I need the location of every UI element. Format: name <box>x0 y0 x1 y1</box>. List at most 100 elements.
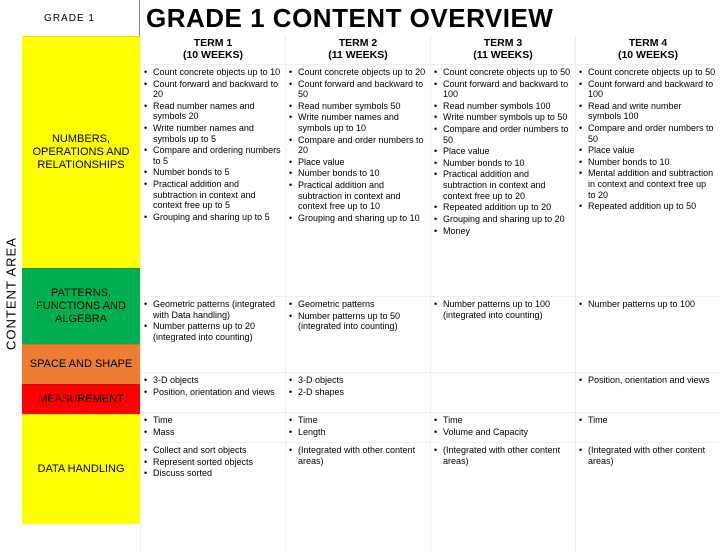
list-item: Practical addition and subtraction in co… <box>433 169 571 201</box>
content-cell: Geometric patternsNumber patterns up to … <box>285 296 430 372</box>
content-cell: Count concrete objects up to 20Count for… <box>285 64 430 296</box>
content-cell: (Integrated with other content areas) <box>285 442 430 552</box>
list-item: Geometric patterns <box>288 299 426 310</box>
list-item: Read number symbols 100 <box>433 101 571 112</box>
list-item: Time <box>288 415 426 426</box>
list-item: (Integrated with other content areas) <box>578 445 716 466</box>
content-cell: (Integrated with other content areas) <box>575 442 720 552</box>
content-area-label: CONTENT AREA <box>0 36 22 552</box>
list-item: Collect and sort objects <box>143 445 281 456</box>
list-item: Place value <box>433 146 571 157</box>
content-cell: 3-D objectsPosition, orientation and vie… <box>140 372 285 412</box>
bullet-list: TimeVolume and Capacity <box>433 415 571 437</box>
bullet-list: Count concrete objects up to 20Count for… <box>288 67 426 224</box>
list-item: Count concrete objects up to 20 <box>288 67 426 78</box>
list-item: Read and write number symbols 100 <box>578 101 716 122</box>
bullet-list: Count concrete objects up to 50Count for… <box>433 67 571 236</box>
list-item: Compare and order numbers to 50 <box>433 124 571 145</box>
list-item: Count concrete objects up to 50 <box>433 67 571 78</box>
bullet-list: Time <box>578 415 716 426</box>
terms-grid: TERM 1(10 WEEKS)TERM 2(11 WEEKS)TERM 3(1… <box>140 36 720 552</box>
list-item: Number bonds to 10 <box>433 158 571 169</box>
content-cell: (Integrated with other content areas) <box>430 442 575 552</box>
term-name: TERM 2 <box>286 37 430 49</box>
list-item: Mass <box>143 427 281 438</box>
page: GRADE 1 GRADE 1 CONTENT OVERVIEW CONTENT… <box>0 0 720 540</box>
list-item: Compare and order numbers to 20 <box>288 135 426 156</box>
list-item: Read number names and symbols 20 <box>143 101 281 122</box>
row-label: NUMBERS, OPERATIONS AND RELATIONSHIPS <box>22 36 140 268</box>
bullet-list: Number patterns up to 100 <box>578 299 716 310</box>
bullet-list: (Integrated with other content areas) <box>433 445 571 466</box>
list-item: Place value <box>578 145 716 156</box>
content-cell: 3-D objects2-D shapes <box>285 372 430 412</box>
bullet-list: 3-D objects2-D shapes <box>288 375 426 397</box>
row-label: SPACE AND SHAPE <box>22 344 140 384</box>
grade-label: GRADE 1 <box>0 0 140 36</box>
list-item: Number patterns up to 50 (integrated int… <box>288 311 426 332</box>
list-item: Count concrete objects up to 50 <box>578 67 716 78</box>
bullet-list: 3-D objectsPosition, orientation and vie… <box>143 375 281 397</box>
list-item: Count forward and backward to 50 <box>288 79 426 100</box>
list-item: Count forward and backward to 100 <box>578 79 716 100</box>
bullet-list: (Integrated with other content areas) <box>288 445 426 466</box>
content-cell: TimeLength <box>285 412 430 442</box>
term-header: TERM 4(10 WEEKS) <box>575 36 720 64</box>
bullet-list: (Integrated with other content areas) <box>578 445 716 466</box>
list-item: (Integrated with other content areas) <box>433 445 571 466</box>
bullet-list: TimeMass <box>143 415 281 437</box>
list-item: Discuss sorted <box>143 468 281 479</box>
list-item: Practical addition and subtraction in co… <box>143 179 281 211</box>
list-item: Read number symbols 50 <box>288 101 426 112</box>
list-item: 3-D objects <box>143 375 281 386</box>
bullet-list: Geometric patternsNumber patterns up to … <box>288 299 426 332</box>
bullet-list: Geometric patterns (integrated with Data… <box>143 299 281 342</box>
term-weeks: (10 WEEKS) <box>576 49 720 61</box>
content-cell: Position, orientation and views <box>575 372 720 412</box>
list-item: Number bonds to 5 <box>143 167 281 178</box>
list-item: Geometric patterns (integrated with Data… <box>143 299 281 320</box>
list-item: Position, orientation and views <box>143 387 281 398</box>
list-item: Length <box>288 427 426 438</box>
term-weeks: (11 WEEKS) <box>286 49 430 61</box>
list-item: Count forward and backward to 100 <box>433 79 571 100</box>
term-name: TERM 1 <box>141 37 285 49</box>
list-item: Number bonds to 10 <box>578 157 716 168</box>
bullet-list: Count concrete objects up to 10Count for… <box>143 67 281 223</box>
content-cell: Count concrete objects up to 50Count for… <box>430 64 575 296</box>
row-labels: NUMBERS, OPERATIONS AND RELATIONSHIPSPAT… <box>22 36 140 552</box>
bullet-list: Number patterns up to 100 (integrated in… <box>433 299 571 320</box>
list-item: Grouping and sharing up to 10 <box>288 213 426 224</box>
list-item: Time <box>578 415 716 426</box>
list-item: Compare and order numbers to 50 <box>578 123 716 144</box>
list-item: Number bonds to 10 <box>288 168 426 179</box>
row-label: MEASUREMENT <box>22 384 140 414</box>
list-item: Money <box>433 226 571 237</box>
list-item: Count concrete objects up to 10 <box>143 67 281 78</box>
content-cell: Time <box>575 412 720 442</box>
list-item: Write number names and symbols up to 5 <box>143 123 281 144</box>
content-cell: Collect and sort objectsRepresent sorted… <box>140 442 285 552</box>
term-weeks: (10 WEEKS) <box>141 49 285 61</box>
list-item: Repeated addition up to 20 <box>433 202 571 213</box>
content-cell: TimeMass <box>140 412 285 442</box>
bullet-list: Collect and sort objectsRepresent sorted… <box>143 445 281 479</box>
bullet-list: TimeLength <box>288 415 426 437</box>
list-item: 3-D objects <box>288 375 426 386</box>
content-cell: Count concrete objects up to 50Count for… <box>575 64 720 296</box>
list-item: Repeated addition up to 50 <box>578 201 716 212</box>
bullet-list: Position, orientation and views <box>578 375 716 386</box>
bullet-list: Count concrete objects up to 50Count for… <box>578 67 716 212</box>
list-item: Volume and Capacity <box>433 427 571 438</box>
list-item: Grouping and sharing up to 20 <box>433 214 571 225</box>
page-title: GRADE 1 CONTENT OVERVIEW <box>140 0 720 36</box>
list-item: Compare and ordering numbers to 5 <box>143 145 281 166</box>
list-item: Number patterns up to 100 (integrated in… <box>433 299 571 320</box>
list-item: Represent sorted objects <box>143 457 281 468</box>
content-cell: Number patterns up to 100 <box>575 296 720 372</box>
content-cell: Number patterns up to 100 (integrated in… <box>430 296 575 372</box>
list-item: Write number names and symbols up to 10 <box>288 112 426 133</box>
row-label: DATA HANDLING <box>22 414 140 524</box>
content-cell: TimeVolume and Capacity <box>430 412 575 442</box>
list-item: Practical addition and subtraction in co… <box>288 180 426 212</box>
